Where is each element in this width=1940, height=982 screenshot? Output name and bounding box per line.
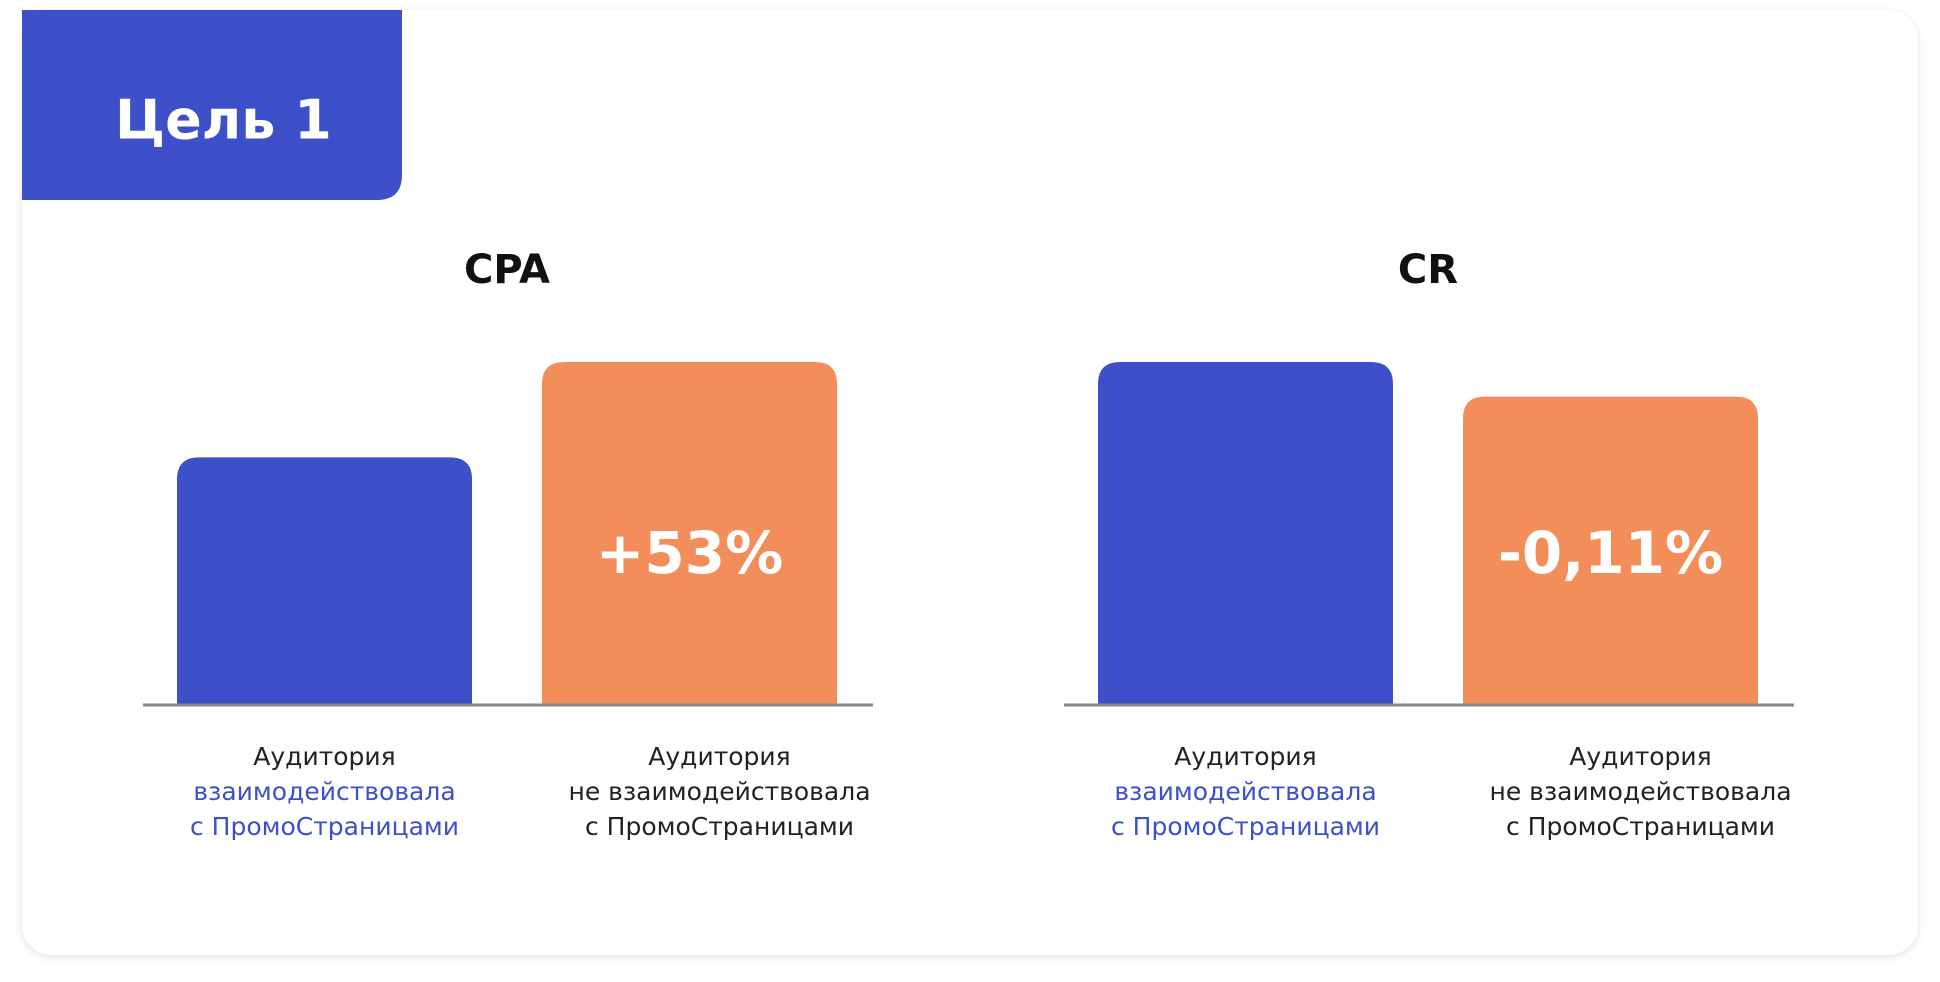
category-label: не взаимодействовала bbox=[568, 777, 870, 806]
bar bbox=[1098, 362, 1393, 705]
annotation: -0,11% bbox=[1498, 519, 1723, 587]
category-label: не взаимодействовала bbox=[1489, 777, 1791, 806]
chart-title: CR bbox=[1398, 247, 1458, 293]
bar bbox=[542, 362, 837, 705]
bar bbox=[1463, 396, 1758, 705]
annotation: +53% bbox=[596, 519, 783, 587]
category-label: с ПромоСтраницами bbox=[1111, 812, 1380, 841]
chart-title: CPA bbox=[464, 247, 550, 293]
badge bbox=[22, 10, 402, 200]
category-label: Аудитория bbox=[648, 742, 790, 771]
badge-title: Цель 1 bbox=[115, 89, 332, 152]
category-label: с ПромоСтраницами bbox=[1506, 812, 1775, 841]
bar bbox=[177, 457, 472, 705]
category-label: с ПромоСтраницами bbox=[585, 812, 854, 841]
card bbox=[22, 10, 1918, 955]
category-label: Аудитория bbox=[1174, 742, 1316, 771]
category-label: с ПромоСтраницами bbox=[190, 812, 459, 841]
category-label: Аудитория bbox=[1569, 742, 1711, 771]
category-label: взаимодействовала bbox=[193, 777, 455, 806]
category-label: Аудитория bbox=[253, 742, 395, 771]
category-label: взаимодействовала bbox=[1114, 777, 1376, 806]
